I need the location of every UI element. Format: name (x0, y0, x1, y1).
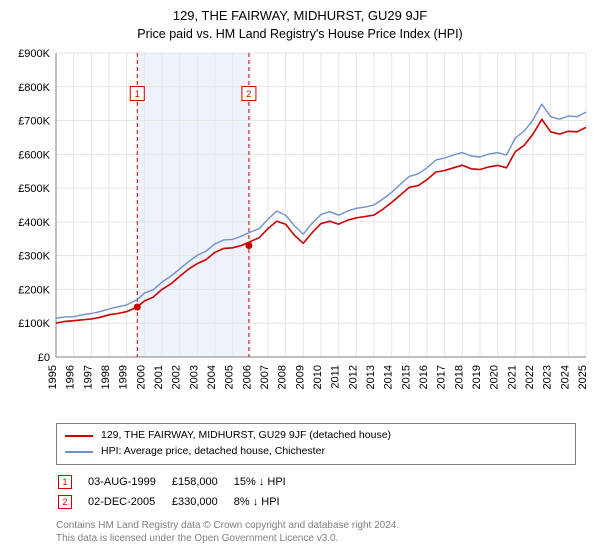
svg-text:1997: 1997 (82, 365, 94, 389)
txn-date: 03-AUG-1999 (88, 473, 170, 491)
svg-text:£600K: £600K (18, 149, 50, 161)
svg-text:£800K: £800K (18, 82, 50, 94)
svg-text:1998: 1998 (100, 365, 112, 389)
svg-text:2021: 2021 (506, 365, 518, 389)
svg-text:1996: 1996 (65, 365, 77, 389)
svg-text:£200K: £200K (18, 284, 50, 296)
svg-text:£900K: £900K (18, 48, 50, 60)
svg-text:2009: 2009 (294, 365, 306, 389)
svg-text:2019: 2019 (471, 365, 483, 389)
svg-text:2017: 2017 (436, 365, 448, 389)
table-row: 2 02-DEC-2005 £330,000 8% ↓ HPI (58, 493, 300, 511)
footer-line: Contains HM Land Registry data © Crown c… (56, 519, 576, 532)
svg-text:2023: 2023 (542, 365, 554, 389)
txn-delta: 8% ↓ HPI (234, 493, 300, 511)
svg-text:2006: 2006 (241, 365, 253, 389)
chart-title-address: 129, THE FAIRWAY, MIDHURST, GU29 9JF (0, 0, 600, 23)
svg-text:2010: 2010 (312, 365, 324, 389)
txn-date: 02-DEC-2005 (88, 493, 170, 511)
svg-text:2: 2 (246, 89, 251, 99)
svg-text:2016: 2016 (418, 365, 430, 389)
txn-delta: 15% ↓ HPI (234, 473, 300, 491)
legend-item: HPI: Average price, detached house, Chic… (65, 444, 567, 460)
svg-text:2002: 2002 (171, 365, 183, 389)
svg-text:2007: 2007 (259, 365, 271, 389)
footer-line: This data is licensed under the Open Gov… (56, 532, 576, 545)
svg-text:2008: 2008 (277, 365, 289, 389)
legend-item: 129, THE FAIRWAY, MIDHURST, GU29 9JF (de… (65, 428, 567, 444)
point-badge: 1 (58, 475, 72, 489)
legend-label: HPI: Average price, detached house, Chic… (101, 444, 325, 460)
legend-label: 129, THE FAIRWAY, MIDHURST, GU29 9JF (de… (101, 428, 391, 444)
footer-attribution: Contains HM Land Registry data © Crown c… (56, 519, 576, 545)
svg-text:£300K: £300K (18, 251, 50, 263)
svg-text:1: 1 (135, 89, 140, 99)
svg-text:£400K: £400K (18, 217, 50, 229)
txn-price: £158,000 (172, 473, 232, 491)
price-chart: £0 £100K £200K £300K £400K £500K £600K £700K £80… (0, 47, 600, 417)
legend-swatch (65, 451, 93, 453)
svg-text:£700K: £700K (18, 116, 50, 128)
point-badge: 2 (58, 495, 72, 509)
table-row: 1 03-AUG-1999 £158,000 15% ↓ HPI (58, 473, 300, 491)
svg-text:1995: 1995 (47, 365, 59, 389)
transactions-table: 1 03-AUG-1999 £158,000 15% ↓ HPI 2 02-DE… (56, 471, 302, 513)
svg-text:2003: 2003 (188, 365, 200, 389)
svg-text:2014: 2014 (383, 365, 395, 389)
txn-price: £330,000 (172, 493, 232, 511)
chart-svg: £0 £100K £200K £300K £400K £500K £600K £700K £80… (0, 47, 600, 417)
svg-text:2013: 2013 (365, 365, 377, 389)
svg-text:£100K: £100K (18, 318, 50, 330)
svg-text:1999: 1999 (118, 365, 130, 389)
svg-text:2018: 2018 (453, 365, 465, 389)
svg-text:2015: 2015 (400, 365, 412, 389)
svg-text:2012: 2012 (347, 365, 359, 389)
svg-text:2025: 2025 (577, 365, 589, 389)
svg-text:2022: 2022 (524, 365, 536, 389)
svg-text:2004: 2004 (206, 365, 218, 389)
svg-text:2005: 2005 (224, 365, 236, 389)
svg-text:2011: 2011 (330, 365, 342, 389)
svg-text:2000: 2000 (135, 365, 147, 389)
svg-text:£0: £0 (38, 352, 50, 364)
svg-text:£500K: £500K (18, 183, 50, 195)
svg-text:2024: 2024 (559, 365, 571, 389)
legend: 129, THE FAIRWAY, MIDHURST, GU29 9JF (de… (56, 423, 576, 465)
svg-text:2001: 2001 (153, 365, 165, 389)
chart-title-sub: Price paid vs. HM Land Registry's House … (0, 23, 600, 47)
legend-swatch (65, 435, 93, 437)
svg-text:2020: 2020 (489, 365, 501, 389)
